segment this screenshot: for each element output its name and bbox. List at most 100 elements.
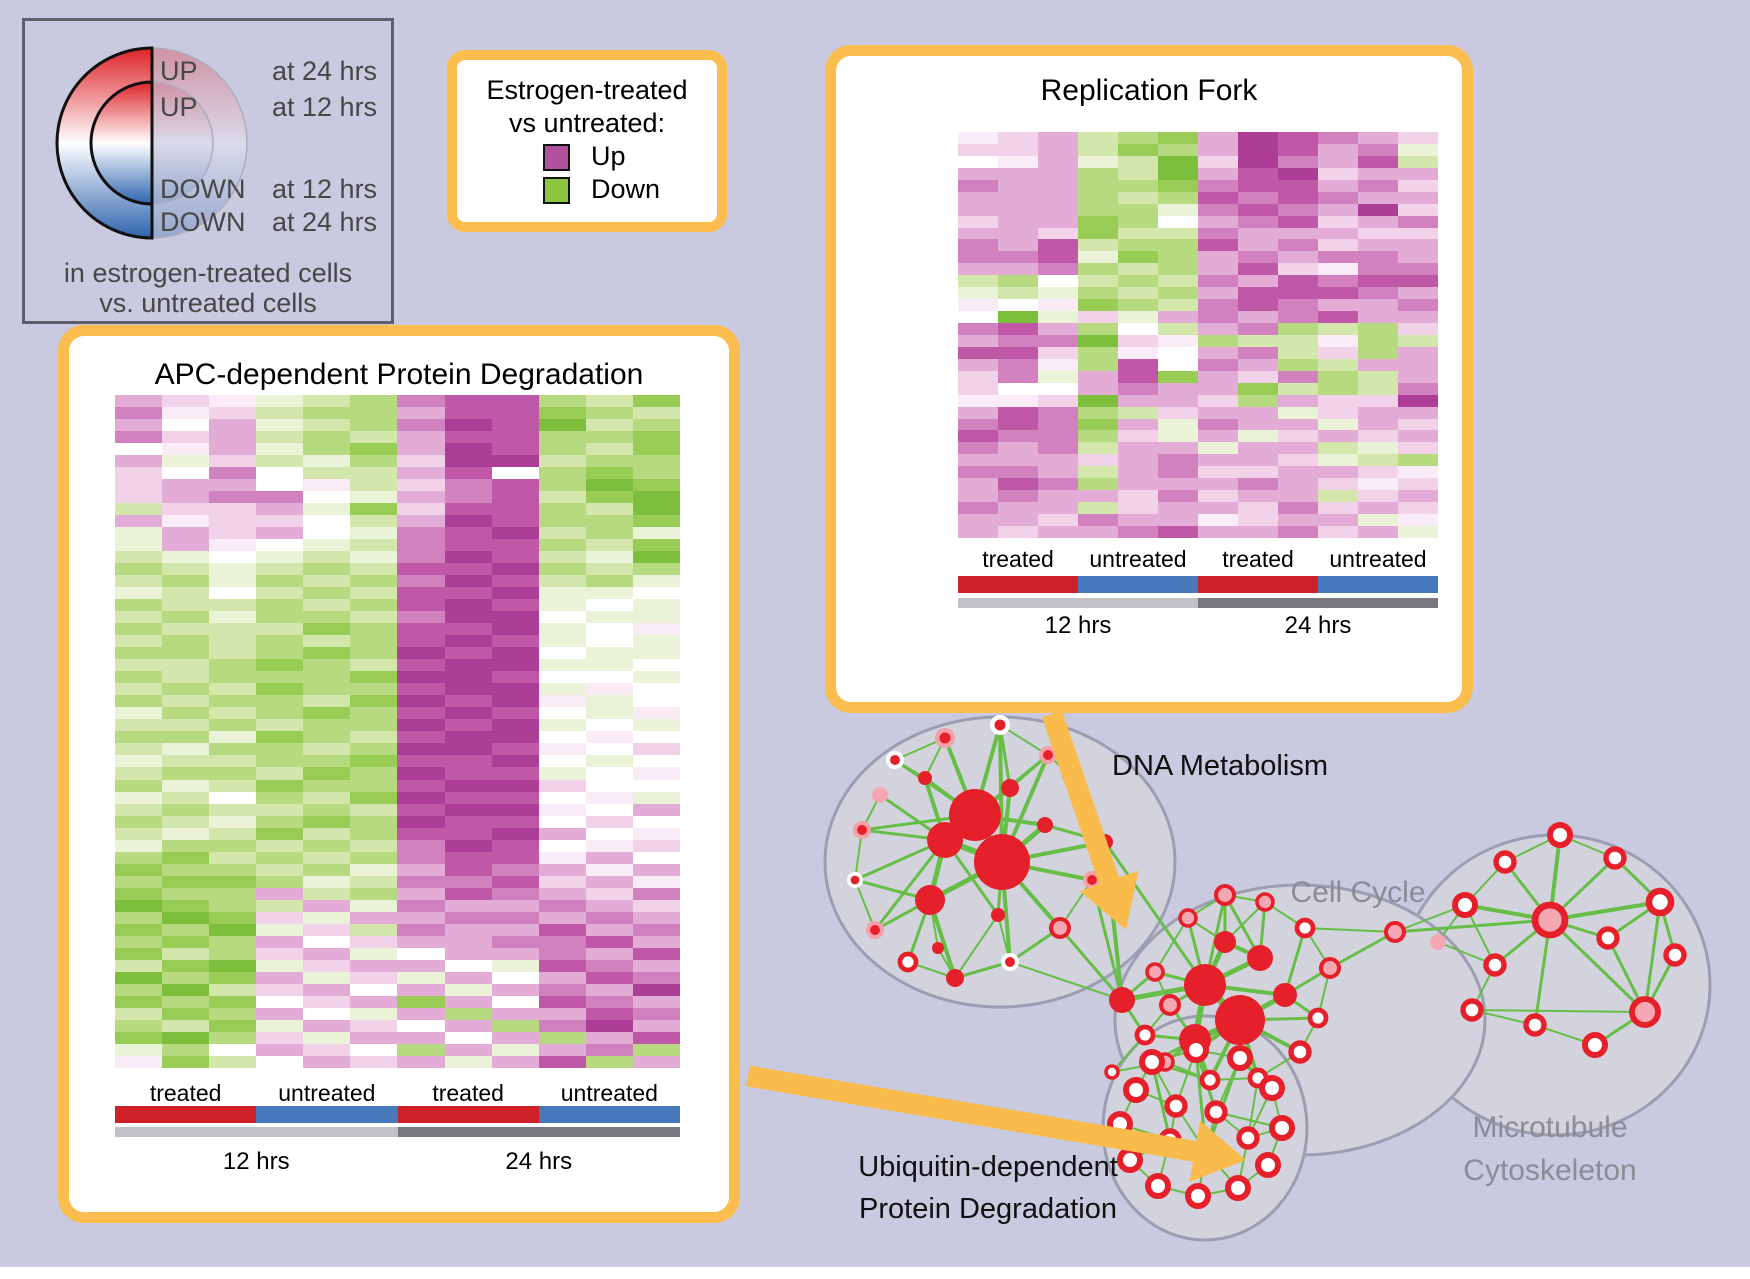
node-solid (1273, 983, 1297, 1007)
rf-12hrs-label: 12 hrs (1044, 612, 1112, 639)
node-ring (1493, 850, 1517, 874)
apc-degradation-panel: APC-dependent Protein Degradation treate… (58, 325, 740, 1223)
node-ring-pink (1383, 920, 1407, 944)
node-ring-pink (1318, 956, 1342, 980)
node-solid (991, 908, 1005, 922)
node-ring (1145, 1173, 1171, 1199)
node-ring-pink (1213, 883, 1237, 907)
node-solid (974, 834, 1030, 890)
node-ring (1236, 1126, 1260, 1150)
node-halo (935, 728, 955, 748)
node-ring (1460, 998, 1484, 1022)
node-ring (1199, 1069, 1221, 1091)
down-label: Down (591, 174, 661, 204)
node-ring (1134, 1024, 1156, 1046)
node-solid (1037, 817, 1053, 833)
node-ring (897, 951, 919, 973)
color-key-title-line2: vs untreated: (508, 108, 666, 138)
legend-dir-up-24: UP (160, 56, 198, 86)
replication-fork-panel: Replication Fork treated untreated treat… (825, 45, 1473, 713)
node-ring-pink (1178, 908, 1198, 928)
updown-gradient-circles-icon (55, 46, 248, 240)
node-pink (1430, 934, 1446, 950)
node-ring-pink (1145, 962, 1165, 982)
node-ring-pink (1048, 916, 1072, 940)
up-color-swatch (543, 144, 570, 171)
node-ring (1104, 1064, 1120, 1080)
node-solid (932, 942, 944, 954)
rf-untreated-12-label: untreated (1089, 546, 1187, 572)
node-solid (1179, 1024, 1211, 1056)
node-solid (1214, 931, 1236, 953)
apc-heatmap (115, 395, 680, 1068)
apc-treated-24-label: treated (432, 1080, 504, 1106)
legend-dir-up-12: UP (160, 92, 198, 122)
rf-time-bar (958, 598, 1438, 608)
node-pink (872, 787, 888, 803)
legend-caption-line1: in estrogen-treated cells (63, 258, 353, 288)
node-ring (1452, 892, 1478, 918)
node-solid (1001, 779, 1019, 797)
node-ring-pink (1531, 901, 1569, 939)
node-halo (866, 921, 884, 939)
node-ring (1225, 1175, 1251, 1201)
apc-untreated-24-label: untreated (560, 1080, 658, 1106)
up-label: Up (591, 141, 626, 171)
apc-group-labels: treated untreated treated untreated (115, 1080, 680, 1107)
rf-group-labels: treated untreated treated untreated (958, 546, 1438, 573)
node-ring (1483, 953, 1507, 977)
node-ring (1107, 1111, 1133, 1137)
node-ring (1307, 1007, 1329, 1029)
node-ring-pink (1629, 996, 1661, 1028)
replication-fork-heatmap (958, 132, 1438, 538)
node-ring (1185, 1183, 1211, 1209)
node-ring (1139, 1049, 1165, 1075)
node-solid (1184, 964, 1226, 1006)
node-ring-pink (1158, 993, 1182, 1017)
node-solid (1247, 945, 1273, 971)
node-ring (1227, 1045, 1253, 1071)
annotation-arrows (746, 710, 1246, 1182)
apc-time-labels: 12 hrs 24 hrs (115, 1148, 680, 1176)
node-solid (949, 789, 1001, 841)
node-halo (847, 872, 863, 888)
node-ring (1547, 822, 1573, 848)
node-solid (918, 771, 932, 785)
rf-time-labels: 12 hrs 24 hrs (958, 612, 1438, 640)
apc-condition-bar (115, 1106, 680, 1123)
node-solid (927, 822, 963, 858)
node-ring (1255, 1152, 1281, 1178)
node-ring (1247, 1067, 1269, 1089)
node-halo (886, 751, 904, 769)
rf-condition-bar (958, 576, 1438, 593)
node-ring (1596, 926, 1620, 950)
node-ring (1123, 1077, 1149, 1103)
legend-dir-down-12: DOWN (160, 174, 246, 204)
node-solid (1215, 995, 1265, 1045)
legend-time-24: at 24 hrs (272, 56, 378, 86)
arrow-head (1079, 870, 1139, 930)
node-ring (1164, 1094, 1188, 1118)
node-ring (1204, 1100, 1228, 1124)
node-ring (1663, 943, 1687, 967)
node-halo (1039, 746, 1057, 764)
rf-24hrs-label: 24 hrs (1284, 612, 1352, 639)
node-ring (1269, 1115, 1295, 1141)
apc-24hrs-label: 24 hrs (505, 1148, 573, 1175)
cluster-label-microtubule: Microtubule Cytoskeleton (1463, 1111, 1637, 1187)
node-solid (1109, 987, 1135, 1013)
down-color-swatch (543, 177, 570, 204)
node-halo (990, 715, 1010, 735)
node-ring (1294, 917, 1316, 939)
apc-untreated-12-label: untreated (278, 1080, 376, 1106)
legend-caption-line2: vs. untreated cells (99, 288, 317, 318)
node-ring (1645, 887, 1675, 917)
node-ring-pink (1155, 1052, 1175, 1072)
node-solid (1097, 834, 1113, 850)
cluster-label-dna-metabolism: DNA Metabolism (1112, 750, 1328, 782)
node-solid (946, 969, 964, 987)
apc-degradation-title: APC-dependent Protein Degradation (154, 358, 644, 391)
replication-fork-title: Replication Fork (1040, 74, 1258, 107)
node-ring (1603, 846, 1627, 870)
